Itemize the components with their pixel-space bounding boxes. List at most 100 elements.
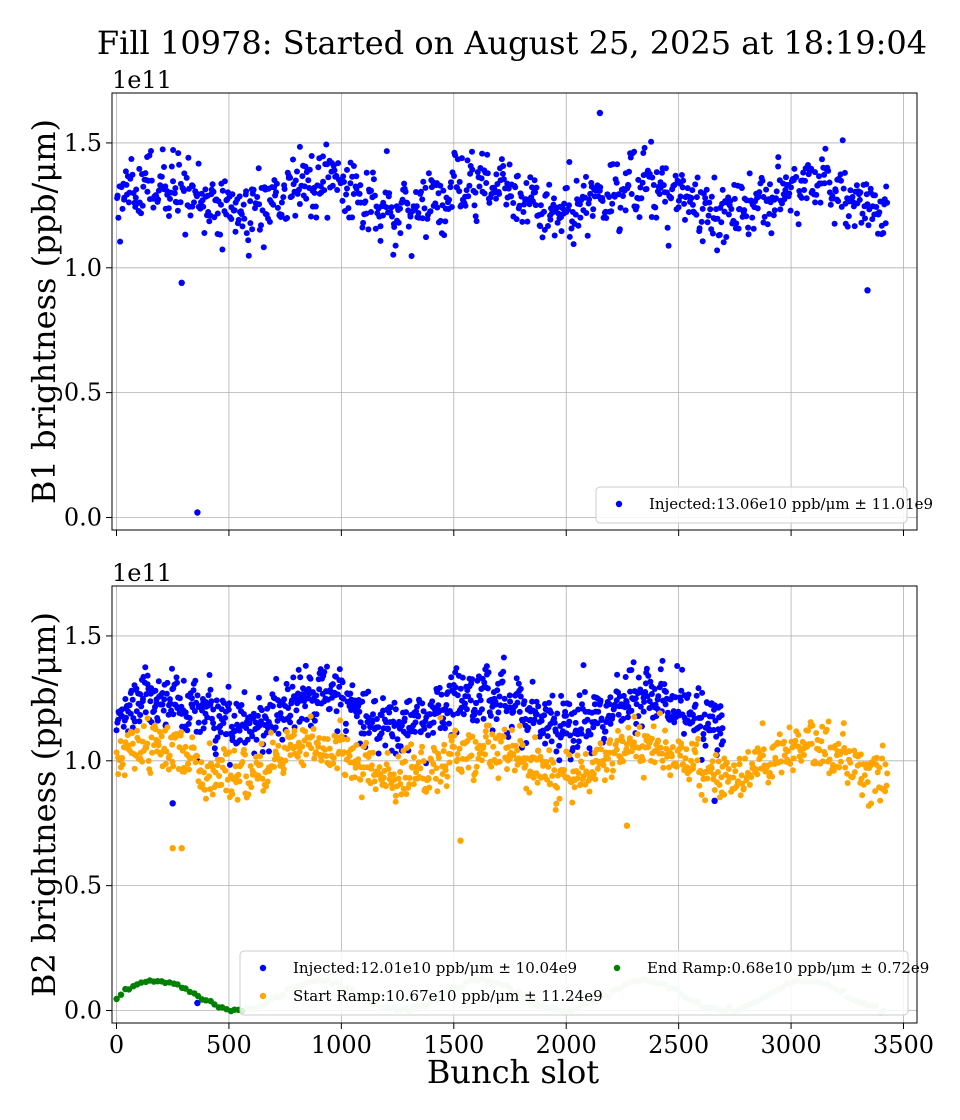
data-point bbox=[688, 195, 695, 201]
data-point bbox=[214, 734, 221, 741]
data-point bbox=[428, 768, 435, 775]
data-point bbox=[554, 772, 561, 779]
data-point bbox=[666, 716, 673, 723]
data-point bbox=[508, 193, 515, 200]
data-point bbox=[533, 698, 540, 705]
data-point bbox=[446, 720, 452, 727]
data-point bbox=[509, 727, 515, 733]
data-point bbox=[239, 223, 246, 230]
data-point bbox=[575, 706, 582, 713]
data-point bbox=[664, 224, 671, 231]
data-point bbox=[837, 758, 844, 765]
data-point bbox=[425, 170, 432, 177]
data-point bbox=[200, 769, 207, 776]
data-point bbox=[228, 216, 235, 222]
data-point bbox=[194, 692, 201, 699]
data-point bbox=[359, 698, 366, 705]
data-point bbox=[151, 742, 158, 749]
data-point bbox=[423, 788, 430, 795]
data-point bbox=[708, 193, 715, 200]
data-point bbox=[469, 733, 476, 740]
data-point bbox=[590, 724, 597, 731]
data-point bbox=[414, 703, 420, 710]
data-point bbox=[462, 202, 469, 209]
data-point bbox=[863, 181, 870, 188]
data-point bbox=[192, 759, 199, 766]
data-point bbox=[655, 737, 662, 744]
data-point bbox=[584, 716, 591, 723]
data-point bbox=[360, 724, 367, 730]
data-point bbox=[587, 731, 594, 738]
data-point bbox=[524, 218, 531, 225]
data-point bbox=[558, 228, 565, 235]
data-point bbox=[344, 736, 351, 743]
legend-entry-injected: Injected:12.01e10 ppb/μm ± 10.04e9 bbox=[293, 959, 577, 977]
data-point bbox=[345, 205, 352, 212]
data-point bbox=[273, 180, 280, 187]
data-point bbox=[481, 190, 488, 197]
data-point bbox=[220, 720, 227, 727]
data-point bbox=[316, 735, 323, 741]
data-points bbox=[113, 654, 891, 1016]
data-point bbox=[437, 778, 444, 785]
data-point bbox=[403, 791, 410, 797]
data-point bbox=[767, 181, 773, 188]
data-point bbox=[506, 692, 513, 699]
data-point bbox=[457, 685, 464, 692]
data-point bbox=[305, 177, 312, 184]
y-offset-text: 1e11 bbox=[112, 559, 172, 587]
data-point bbox=[516, 722, 523, 729]
data-point bbox=[679, 184, 686, 191]
data-point bbox=[625, 724, 632, 731]
data-point bbox=[351, 774, 358, 781]
data-point bbox=[134, 727, 140, 734]
data-point bbox=[263, 783, 270, 790]
data-point bbox=[462, 700, 468, 707]
data-point bbox=[418, 749, 425, 756]
data-point bbox=[219, 246, 226, 253]
data-point bbox=[307, 713, 314, 720]
data-point bbox=[693, 194, 700, 201]
legend: Injected:12.01e10 ppb/μm ± 10.04e9 Start … bbox=[239, 950, 929, 1016]
data-point bbox=[470, 777, 477, 784]
data-point bbox=[235, 216, 242, 223]
data-point bbox=[500, 668, 507, 675]
data-point bbox=[323, 141, 330, 148]
data-point bbox=[720, 239, 727, 246]
data-point bbox=[415, 759, 422, 766]
data-point bbox=[287, 752, 294, 759]
data-point bbox=[792, 737, 799, 744]
data-point bbox=[349, 682, 356, 689]
data-point bbox=[816, 173, 822, 180]
data-point bbox=[840, 185, 847, 192]
data-point bbox=[287, 719, 294, 726]
data-point bbox=[437, 217, 444, 224]
data-point bbox=[819, 758, 826, 765]
data-point bbox=[587, 775, 594, 782]
data-point bbox=[884, 199, 891, 206]
data-point bbox=[662, 701, 669, 708]
data-point bbox=[873, 754, 880, 761]
data-point bbox=[158, 733, 165, 740]
data-point bbox=[123, 181, 130, 188]
data-point bbox=[600, 757, 607, 764]
data-point bbox=[786, 190, 793, 197]
data-point bbox=[132, 194, 139, 201]
data-point bbox=[377, 237, 384, 244]
data-point bbox=[281, 186, 288, 192]
data-point bbox=[378, 712, 385, 719]
data-point bbox=[537, 223, 544, 230]
data-point bbox=[484, 151, 491, 158]
data-point bbox=[284, 686, 291, 693]
y-tick-label: 1.5 bbox=[64, 622, 102, 650]
data-point bbox=[283, 728, 290, 735]
data-point bbox=[580, 182, 587, 189]
data-point bbox=[544, 733, 551, 740]
data-point bbox=[311, 717, 318, 724]
data-point bbox=[186, 715, 193, 721]
data-point bbox=[607, 694, 614, 701]
data-point bbox=[650, 182, 657, 188]
data-point bbox=[674, 663, 681, 669]
y-tick-label: 0.0 bbox=[64, 997, 102, 1025]
y-tick-label: 0.5 bbox=[64, 872, 102, 900]
